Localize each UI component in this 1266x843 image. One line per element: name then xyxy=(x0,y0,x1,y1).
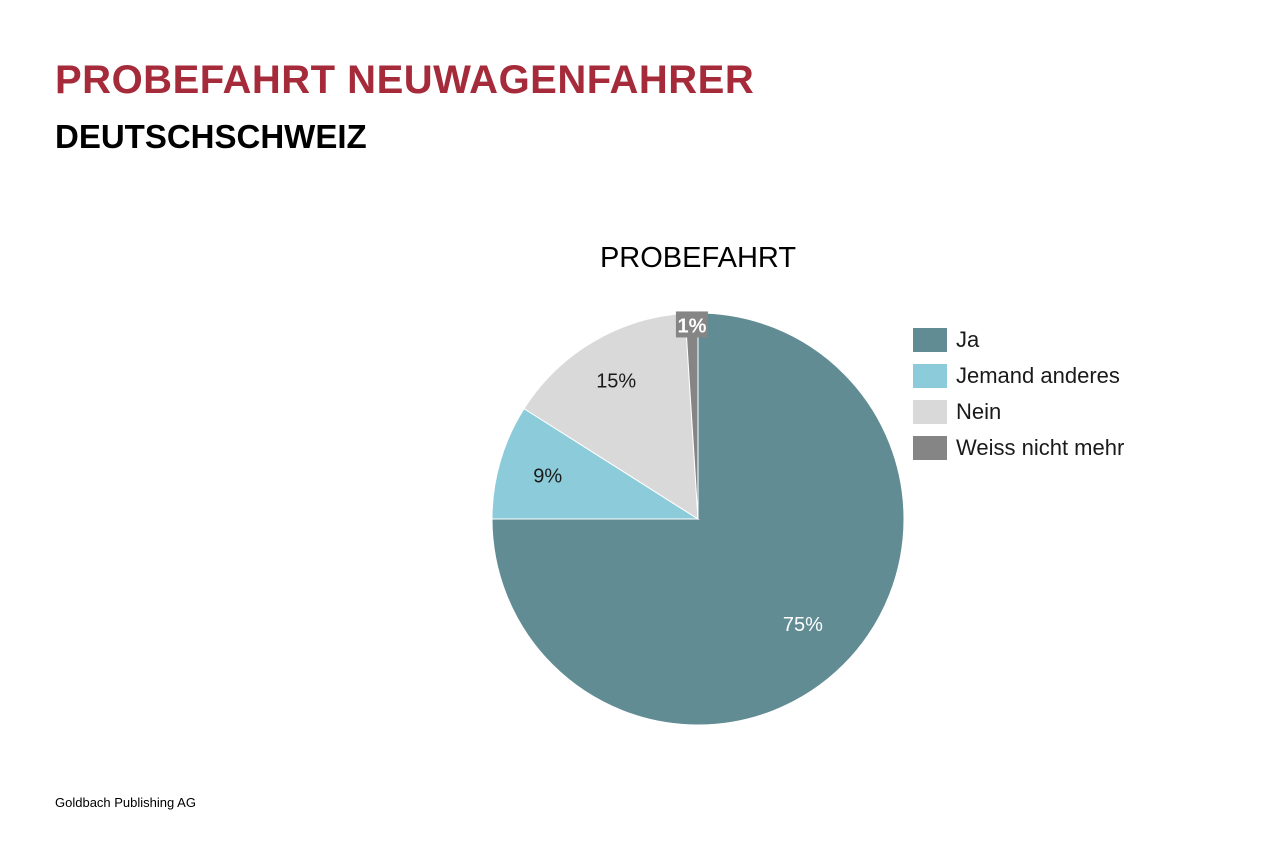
legend-swatch xyxy=(913,328,947,352)
pie-slice xyxy=(491,312,905,726)
footer-publisher: Goldbach Publishing AG xyxy=(55,795,196,810)
legend-swatch xyxy=(913,400,947,424)
chart-title: PROBEFAHRT xyxy=(600,242,796,274)
pie-slices xyxy=(491,312,905,726)
data-label: 15% xyxy=(596,371,636,393)
legend-item: Ja xyxy=(913,322,1213,358)
data-label-background xyxy=(675,311,708,338)
legend-swatch xyxy=(913,364,947,388)
data-label: 9% xyxy=(533,465,562,487)
pie-data-labels: 75% 9% 15% 1% xyxy=(533,311,823,636)
slide-subtitle: DEUTSCHSCHWEIZ xyxy=(55,118,367,155)
chart-legend: Ja Jemand anderes Nein Weiss nicht mehr xyxy=(913,322,1213,466)
legend-item: Jemand anderes xyxy=(913,358,1213,394)
slide-title: PROBEFAHRT NEUWAGENFAHRER xyxy=(55,58,755,102)
pie-slice xyxy=(491,407,700,520)
legend-swatch xyxy=(913,436,947,460)
legend-item: Weiss nicht mehr xyxy=(913,430,1213,466)
legend-label: Ja xyxy=(956,327,980,352)
legend-label: Nein xyxy=(956,399,1002,424)
pie-slice xyxy=(523,312,699,520)
legend-label: Jemand anderes xyxy=(956,363,1120,388)
data-label: 75% xyxy=(783,614,823,636)
legend-label: Weiss nicht mehr xyxy=(956,435,1125,460)
data-label: 1% xyxy=(677,315,706,337)
legend-item: Nein xyxy=(913,394,1213,430)
